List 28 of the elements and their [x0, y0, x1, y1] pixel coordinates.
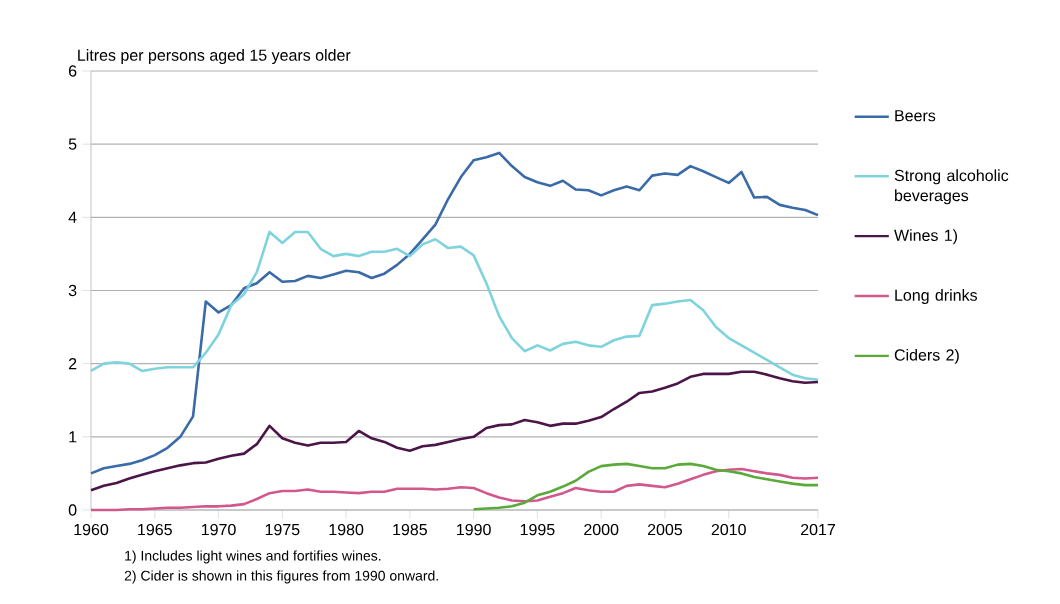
x-tick-label: 1995 [520, 523, 555, 536]
x-tick-label: 1980 [329, 523, 364, 536]
x-tick-label: 2000 [584, 523, 619, 536]
text: 2) Cider is shown in this figures from 1990 onward. [124, 570, 438, 584]
x-tick-label: 1965 [138, 523, 172, 536]
y-tick-label: 0 [68, 504, 77, 516]
x-tick-label: 1975 [265, 523, 300, 536]
y-tick-label: 5 [68, 138, 77, 150]
x-tick-label: 2017 [801, 523, 835, 536]
x-tick-label: 1970 [201, 523, 236, 536]
text: 1) Includes light wines and fortifies wines. [125, 550, 381, 564]
line-series [89, 151, 820, 475]
y-tick-label: 4 [68, 211, 77, 223]
y-tick-label: 6 [68, 65, 77, 77]
y-tick-label: 1 [69, 431, 77, 443]
legend-label: Strong alcoholic beverages [894, 169, 1009, 205]
legend-label: Wines 1) [894, 229, 958, 245]
y-axis-title: Litres per persons aged 15 years older [78, 49, 351, 65]
x-tick-label: 2005 [647, 523, 683, 536]
x-tick-label: 2010 [711, 523, 746, 536]
legend-label: Long drinks [895, 289, 978, 304]
y-tick-label: 3 [68, 284, 77, 297]
x-tick-label: 1990 [457, 523, 491, 536]
x-tick-label: 1960 [74, 523, 109, 536]
legend-label: Beers [895, 110, 936, 122]
x-tick-label: 1985 [393, 523, 427, 536]
y-tick-label: 2 [68, 358, 77, 370]
legend-label: Ciders 2) [894, 348, 959, 364]
